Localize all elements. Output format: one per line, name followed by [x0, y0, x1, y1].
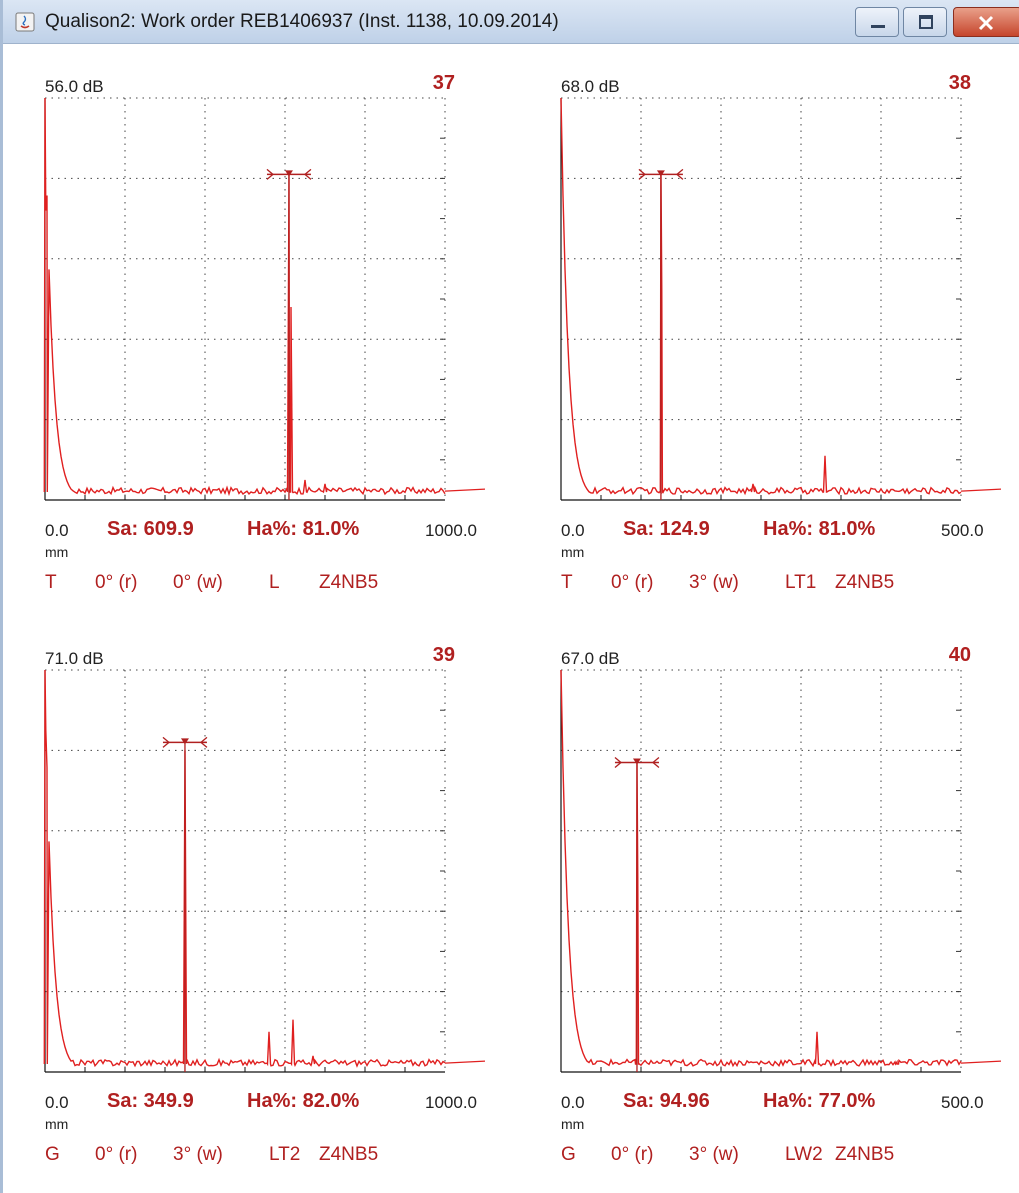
x-axis-min-label: 0.0 [45, 1093, 69, 1112]
gain-label: 56.0 dB [45, 77, 104, 96]
gain-label: 68.0 dB [561, 77, 620, 96]
ascan-plot [560, 97, 1001, 501]
probe-param-4: LW2 [785, 1144, 823, 1165]
signal-trace-tail [444, 488, 485, 492]
ascan-panel-37[interactable]: 56.0 dB 37 0.0 mm 1000.0 Sa: 609.9 Ha%: 81.0% T… [15, 58, 485, 618]
x-axis-unit-label: mm [45, 1116, 69, 1132]
minimize-icon [871, 25, 885, 28]
probe-param-3: 3° (w) [173, 1144, 223, 1165]
close-icon [978, 15, 994, 31]
probe-param-3: 0° (w) [173, 572, 223, 593]
gate-end-marks [638, 168, 684, 180]
probe-param-2: 0° (r) [611, 572, 654, 593]
probe-param-5: Z4NB5 [835, 572, 895, 593]
signal-trace [43, 97, 446, 497]
signal-trace-tail [960, 488, 1001, 492]
x-axis-max-label: 1000.0 [425, 521, 477, 540]
signal-trace-tail [444, 1060, 485, 1064]
amplitude-readout: Ha%: 82.0% [247, 1090, 360, 1112]
panel-number: 39 [432, 644, 455, 666]
panel-number: 37 [432, 72, 455, 94]
probe-param-1: T [45, 572, 57, 593]
probe-param-1: G [561, 1144, 576, 1165]
amplitude-readout: Ha%: 77.0% [763, 1090, 876, 1112]
gate-peak-marker [180, 738, 189, 745]
panel-number: 40 [948, 644, 971, 666]
title-bar[interactable]: Qualison2: Work order REB1406937 (Inst. … [3, 0, 1019, 44]
x-axis-unit-label: mm [45, 544, 69, 560]
signal-trace-tail [960, 1060, 1001, 1064]
probe-param-3: 3° (w) [689, 572, 739, 593]
sound-path-readout: Sa: 609.9 [107, 518, 194, 540]
x-axis-min-label: 0.0 [45, 521, 69, 540]
probe-param-1: T [561, 572, 573, 593]
close-button[interactable] [953, 7, 1019, 37]
ascan-panel-38[interactable]: 68.0 dB 38 0.0 mm 500.0 Sa: 124.9 Ha%: 81.0% T 0… [531, 58, 1001, 618]
probe-param-3: 3° (w) [689, 1144, 739, 1165]
probe-param-4: LT1 [785, 572, 817, 593]
signal-trace [560, 669, 962, 1068]
window-title: Qualison2: Work order REB1406937 (Inst. … [45, 11, 559, 32]
panel-number: 38 [948, 72, 971, 94]
gain-label: 71.0 dB [45, 649, 104, 668]
amplitude-readout: Ha%: 81.0% [763, 518, 876, 540]
x-axis-min-label: 0.0 [561, 521, 585, 540]
gain-label: 67.0 dB [561, 649, 620, 668]
restore-icon [919, 15, 933, 29]
amplitude-readout: Ha%: 81.0% [247, 518, 360, 540]
probe-param-2: 0° (r) [95, 572, 138, 593]
probe-param-5: Z4NB5 [319, 1144, 379, 1165]
minimize-button[interactable] [855, 7, 899, 37]
probe-param-4: L [269, 572, 280, 593]
signal-trace [560, 97, 962, 496]
java-app-icon [15, 12, 35, 32]
ascan-plot [560, 669, 1001, 1073]
ascan-panel-40[interactable]: 67.0 dB 40 0.0 mm 500.0 Sa: 94.96 Ha%: 77.0% G 0… [531, 630, 1001, 1190]
gate-end-marks [162, 736, 208, 748]
gate-peak-marker [284, 170, 293, 177]
ascan-panel-39[interactable]: 71.0 dB 39 0.0 mm 1000.0 Sa: 349.9 Ha%: 82.0% G… [15, 630, 485, 1190]
probe-param-5: Z4NB5 [835, 1144, 895, 1165]
probe-param-5: Z4NB5 [319, 572, 379, 593]
x-axis-min-label: 0.0 [561, 1093, 585, 1112]
probe-param-2: 0° (r) [611, 1144, 654, 1165]
x-axis-max-label: 500.0 [941, 1093, 984, 1112]
maximize-button[interactable] [903, 7, 947, 37]
sound-path-readout: Sa: 124.9 [623, 518, 710, 540]
gate-peak-marker [656, 170, 665, 177]
ascan-plot [43, 97, 485, 501]
x-axis-max-label: 500.0 [941, 521, 984, 540]
x-axis-unit-label: mm [561, 544, 585, 560]
gate-peak-marker [632, 758, 641, 765]
x-axis-unit-label: mm [561, 1116, 585, 1132]
ascan-plot [43, 669, 485, 1073]
sound-path-readout: Sa: 94.96 [623, 1090, 710, 1112]
x-axis-max-label: 1000.0 [425, 1093, 477, 1112]
gate-end-marks [614, 756, 660, 768]
probe-param-2: 0° (r) [95, 1144, 138, 1165]
signal-trace [43, 669, 446, 1068]
gate-end-marks [266, 168, 312, 180]
probe-param-4: LT2 [269, 1144, 301, 1165]
sound-path-readout: Sa: 349.9 [107, 1090, 194, 1112]
probe-param-1: G [45, 1144, 60, 1165]
